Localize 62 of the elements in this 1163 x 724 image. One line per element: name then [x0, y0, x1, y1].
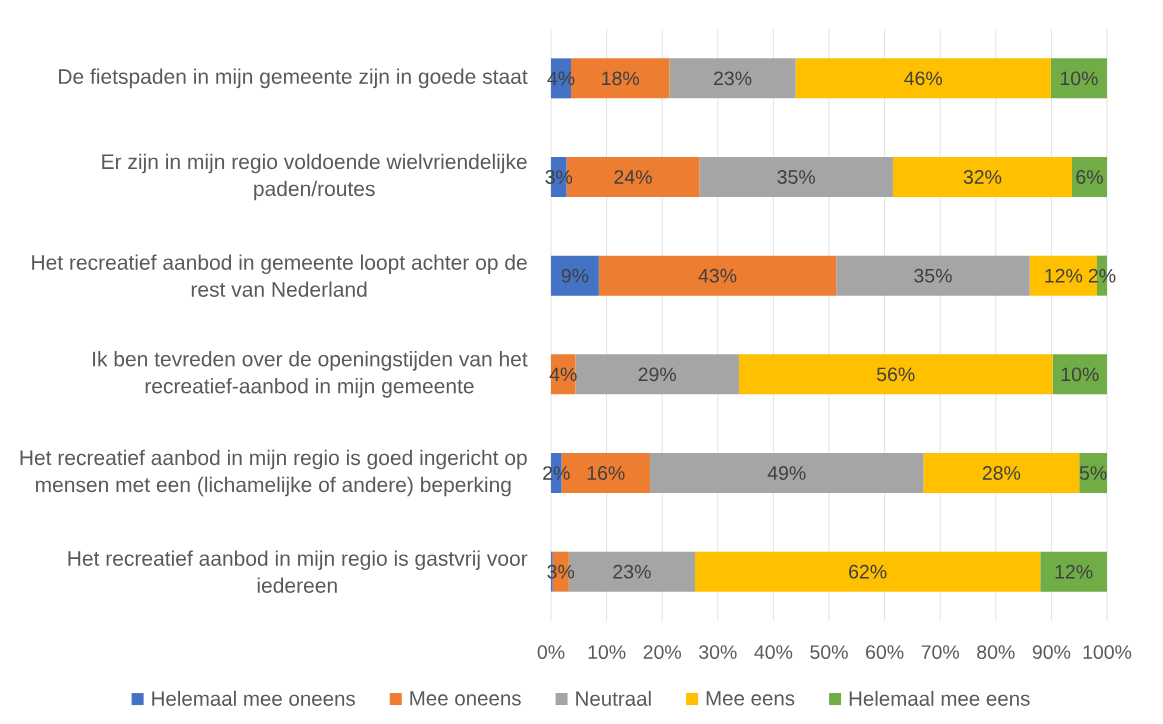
data-label: 2% [1088, 268, 1116, 283]
y-tick-label: Ik ben tevreden over de openingstijden van het recreatief-aanbod in mijn gemeente [93, 351, 528, 398]
data-label: 12% [1055, 564, 1093, 579]
x-tick-label: 0% [537, 645, 565, 660]
bar [1050, 58, 1107, 99]
y-tick-label: Er zijn in mijn regio voldoende wielvriendelijke paden/routes [102, 153, 527, 201]
data-label: 29% [638, 367, 677, 382]
bar [598, 255, 837, 296]
data-label: 10% [1060, 71, 1098, 86]
bar [575, 354, 739, 395]
bar [669, 58, 796, 99]
x-tick-label: 100% [1083, 645, 1132, 660]
bar [1040, 551, 1107, 592]
x-tick-label: 90% [1032, 645, 1071, 660]
data-label: 62% [849, 564, 887, 579]
data-label: 35% [914, 268, 952, 283]
data-label: 16% [587, 466, 625, 480]
bar [836, 255, 1030, 296]
data-label: 6% [1076, 170, 1103, 184]
bar [795, 58, 1051, 99]
bar [551, 255, 599, 296]
data-label: 23% [613, 564, 651, 579]
data-label: 24% [614, 170, 652, 184]
x-tick-label: 70% [921, 645, 960, 660]
data-label: 43% [698, 268, 737, 283]
bar [699, 157, 893, 198]
bar [695, 551, 1041, 592]
x-tick-label: 10% [588, 645, 626, 660]
x-tick-label: 20% [643, 645, 682, 660]
x-tick-label: 40% [754, 645, 793, 660]
data-label: 35% [777, 170, 816, 184]
data-label: 2% [543, 466, 570, 480]
data-label: 5% [1079, 466, 1107, 480]
legend-label: Helemaal mee oneens [152, 690, 355, 706]
data-label: 12% [1045, 268, 1083, 283]
y-tick-label: De fietspaden in mijn gemeente zijn in goede staat [59, 68, 528, 89]
bar [738, 354, 1053, 395]
bar [892, 157, 1072, 198]
data-label: 10% [1061, 367, 1099, 382]
y-tick-label: Het recreatief aanbod in mijn regio is goed ingericht op mensen met een (lichamelijke of andere) beperking [20, 449, 527, 497]
data-label: 23% [714, 71, 752, 86]
legend-label: Mee oneens [410, 691, 521, 706]
bar [923, 453, 1080, 494]
legend-label: Neutraal [576, 690, 651, 706]
x-tick-label: 60% [866, 645, 904, 660]
legend-label: Helemaal mee eens [849, 690, 1030, 706]
x-tick-label: 30% [699, 645, 737, 660]
data-label: 46% [904, 71, 943, 86]
data-label: 32% [963, 170, 1002, 184]
data-label: 56% [877, 367, 915, 382]
data-label: 49% [767, 466, 806, 480]
y-tick-label: Het recreatief aanbod in mijn regio is gastvrij voor iedereen [68, 550, 528, 593]
x-tick-label: 80% [977, 645, 1015, 660]
y-tick-label: Het recreatief aanbod in gemeente loopt achter op de rest van Nederland [32, 254, 527, 297]
data-label: 28% [982, 466, 1021, 480]
bar [1071, 157, 1107, 198]
legend-label: Mee eens [706, 691, 795, 706]
bar [649, 453, 924, 494]
x-tick-label: 50% [810, 645, 848, 660]
data-label: 18% [602, 71, 640, 86]
data-label: 9% [561, 268, 589, 283]
bar [1052, 354, 1107, 395]
